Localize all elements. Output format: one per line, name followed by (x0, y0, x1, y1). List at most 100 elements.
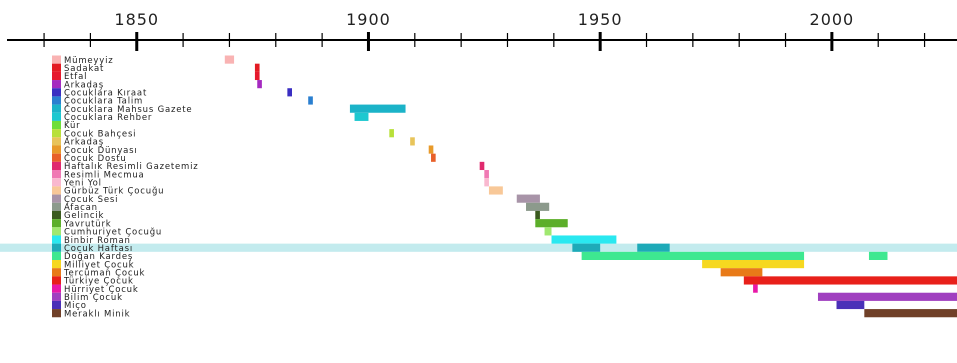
bar (743, 276, 957, 285)
row-label: Çocuk Haftası (64, 244, 133, 254)
row-label: Cumhuriyet Çocuğu (64, 228, 162, 238)
bar (488, 186, 503, 195)
row-label: Arkadaş (64, 138, 104, 148)
bar (254, 71, 260, 81)
row-label: Miço (64, 301, 87, 311)
bar (868, 251, 888, 260)
bar (535, 219, 568, 228)
row-label: Çocuk Bahçesi (64, 129, 136, 139)
row-label: Binbir Roman (64, 236, 131, 246)
time-axis: 1850 1900 1950 2000 (7, 10, 957, 51)
row-label: Bilim Çocuk (64, 293, 123, 303)
bar (349, 104, 406, 113)
legend-swatch (52, 71, 61, 81)
legend-swatch (52, 227, 61, 236)
row-label: Arkadaş (64, 80, 104, 90)
legend-swatch (52, 137, 61, 146)
bar (572, 243, 601, 252)
bar (637, 243, 670, 252)
bar (535, 210, 540, 220)
legend-swatch (52, 300, 61, 310)
legend-swatch (52, 210, 61, 220)
legend-swatch (52, 120, 61, 130)
row-label: Gürbüz Türk Çocuğu (64, 187, 164, 197)
row-label: Meraklı Minik (64, 309, 130, 319)
bar (702, 260, 805, 269)
legend-swatch (52, 235, 61, 244)
bar (817, 292, 957, 301)
legend-swatch (52, 194, 61, 203)
bar (484, 178, 489, 187)
legend-swatch (52, 202, 61, 211)
row-label: Yavrutürk (63, 219, 111, 229)
row-label: Kür (64, 121, 80, 131)
row-label: Çocuklara Talim (64, 97, 143, 107)
bar (287, 88, 292, 97)
bar (431, 153, 436, 162)
bar (389, 129, 394, 138)
bar (526, 202, 550, 211)
legend-swatch (52, 112, 61, 121)
bar (864, 309, 957, 318)
legend-swatch (52, 161, 61, 171)
bar (410, 137, 415, 146)
legend-swatch (52, 88, 61, 97)
legend-swatch (52, 251, 61, 260)
legend-swatch (52, 170, 61, 179)
legend-swatch (52, 284, 61, 293)
row-label: Resimli Mecmua (64, 170, 145, 180)
bar (516, 194, 540, 203)
legend-swatch (52, 153, 61, 162)
row-label: Etfal (64, 72, 87, 82)
bar (544, 227, 552, 236)
row-label: Türkiye Çocuk (63, 277, 134, 287)
legend-swatch (52, 219, 61, 228)
tick-label: 2000 (810, 10, 855, 29)
row-highlight (0, 243, 957, 252)
legend-swatch (52, 292, 61, 301)
row-label: Çocuklara Mahsus Gazete (64, 105, 192, 115)
row-label: Çocuk Sesi (64, 195, 118, 205)
row-label: Hürriyet Çocuk (64, 285, 139, 295)
bar (479, 161, 485, 171)
row-label: Sadakat (64, 64, 104, 74)
legend-swatch (52, 104, 61, 113)
tick-label: 1850 (114, 10, 159, 29)
row-label: Doğan Kardeş (64, 252, 133, 262)
bar (428, 145, 434, 154)
legend-swatch (52, 309, 61, 318)
row-label: Çocuk Dünyası (64, 146, 138, 156)
bar (484, 170, 489, 179)
row-label: Milliyet Çocuk (64, 260, 134, 270)
legend-swatch (52, 55, 61, 64)
legend-swatch (52, 186, 61, 195)
legend-swatch (52, 243, 61, 252)
bar (224, 55, 235, 64)
legend-swatch (52, 129, 61, 138)
bar (257, 80, 262, 89)
legend-swatch (52, 80, 61, 89)
legend-swatch (52, 260, 61, 269)
bar (254, 63, 260, 72)
bar (720, 268, 763, 277)
tick-label: 1900 (346, 10, 391, 29)
row-label: Afacan (64, 203, 98, 213)
bar (551, 235, 617, 244)
legend-swatch (52, 276, 61, 285)
row-label: Çocuklara Rehber (64, 113, 152, 123)
tick-label: 1950 (578, 10, 623, 29)
bars-group (224, 55, 957, 318)
row-label: Çocuk Dostu (64, 154, 127, 164)
legend-swatch (52, 96, 61, 105)
bar (581, 251, 805, 260)
row-label: Mümeyyiz (64, 56, 114, 66)
bar (836, 300, 865, 310)
bar (753, 284, 758, 293)
row-label: Tercüman Çocuk (63, 268, 145, 278)
row-label: Gelincik (64, 211, 104, 221)
legend-swatch (52, 268, 61, 277)
bar (308, 96, 313, 105)
legend-swatch (52, 63, 61, 72)
